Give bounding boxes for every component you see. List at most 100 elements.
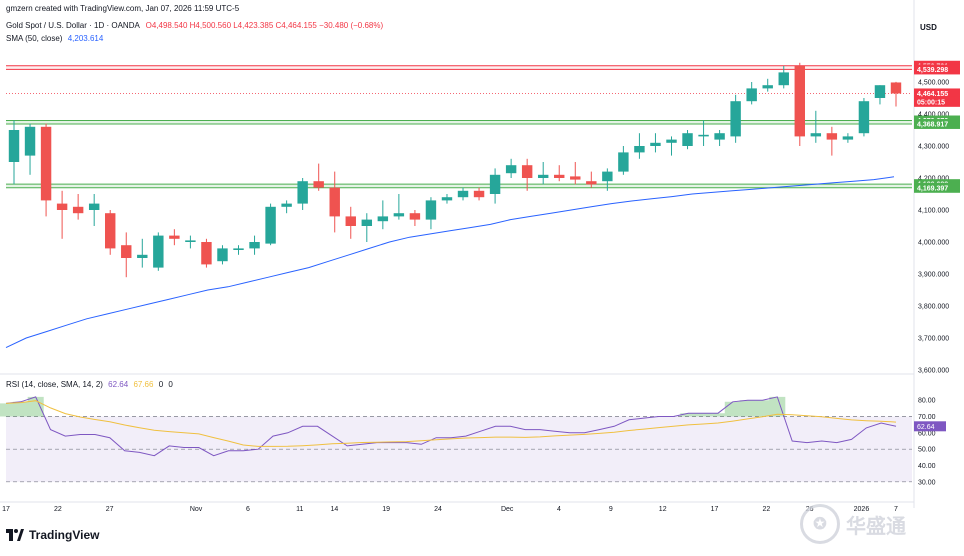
- price-axis-tag: [914, 118, 960, 129]
- price-tick-label: 4,500.000: [918, 80, 949, 87]
- candle-body: [858, 101, 870, 134]
- candle-body: [730, 101, 741, 137]
- rsi-tick-label: 80.00: [918, 398, 936, 405]
- candle-body: [794, 66, 805, 137]
- time-tick-label: 9: [609, 506, 613, 513]
- price-tick-label: 4,200.000: [918, 176, 949, 183]
- time-tick-label: 17: [2, 506, 10, 513]
- price-axis-tag-label: 4,368.917: [917, 121, 948, 128]
- symbol-title[interactable]: Gold Spot / U.S. Dollar · 1D · OANDA: [6, 21, 140, 30]
- price-tick-label: 3,900.000: [918, 272, 949, 279]
- price-axis-tag-label: 4,169.397: [917, 185, 948, 192]
- rsi-value-4: 0: [168, 380, 173, 389]
- sma-value: 4,203.614: [67, 34, 104, 43]
- candle-body: [842, 136, 854, 140]
- time-tick-label: Dec: [501, 506, 514, 513]
- rsi-value-tag-label: 62.64: [917, 424, 935, 431]
- candle-body: [537, 174, 549, 178]
- candle-body: [185, 240, 196, 242]
- rsi-overbought-fill: [0, 396, 786, 417]
- currency-label: USD: [920, 23, 937, 32]
- rsi-label: RSI (14, close, SMA, 14, 2): [6, 380, 103, 389]
- time-tick-label: 2026: [854, 506, 870, 513]
- price-tick-label: 3,700.000: [918, 336, 949, 343]
- support-zone-lower: [6, 184, 912, 188]
- watermark: ✪ 华盛通: [800, 498, 950, 550]
- candle-body: [698, 134, 709, 137]
- candle-body: [890, 82, 902, 94]
- candle-body: [682, 133, 693, 146]
- time-tick-label: 22: [54, 506, 62, 513]
- sma-legend[interactable]: SMA (50, close) 4,203.614: [6, 34, 103, 43]
- rsi-tick-label: 40.00: [918, 463, 936, 470]
- candle-body: [137, 254, 148, 258]
- candle-body: [554, 174, 565, 178]
- candle-body: [345, 216, 356, 226]
- candle-body: [826, 133, 838, 140]
- candle-body: [201, 242, 212, 265]
- time-tick-label: 22: [762, 506, 770, 513]
- candle-body: [72, 206, 84, 214]
- candle-body: [714, 133, 725, 140]
- support-zone-upper: [6, 120, 912, 124]
- time-tick-label: Nov: [190, 506, 203, 513]
- candle-body: [313, 181, 324, 188]
- created-by-text: gmzern created with TradingView.com, Jan…: [6, 4, 240, 13]
- tradingview-logo[interactable]: TradingView: [6, 528, 99, 542]
- price-axis-tag-label: 4,539.298: [917, 67, 948, 74]
- candle-body: [650, 142, 661, 146]
- candle-body: [281, 203, 292, 207]
- time-tick-label: 11: [296, 506, 303, 513]
- candle-body: [393, 213, 405, 217]
- candle-body: [105, 213, 116, 249]
- rsi-legend[interactable]: RSI (14, close, SMA, 14, 2) 62.64 67.66 …: [6, 380, 173, 389]
- price-tick-label: 3,600.000: [918, 368, 949, 375]
- time-tick-label: 19: [382, 506, 390, 513]
- price-tick-label: 4,300.000: [918, 144, 949, 151]
- resistance-zone: [6, 65, 912, 70]
- candle-body: [121, 245, 132, 258]
- candle-body: [505, 165, 517, 174]
- candle-body: [40, 126, 52, 201]
- candle-body: [233, 248, 244, 250]
- sma-line: [5, 176, 895, 349]
- price-axis-tag: [914, 64, 960, 75]
- sma-label: SMA (50, close): [6, 34, 63, 43]
- rsi-sma-value: 67.66: [133, 380, 154, 389]
- price-axis-tag-label: 05:00:15: [917, 99, 945, 106]
- ohlc-values: O4,498.540 H4,500.560 L4,423.385 C4,464.…: [145, 21, 384, 30]
- candle-body: [377, 216, 389, 222]
- candle-body: [874, 85, 886, 98]
- time-tick-label: 27: [106, 506, 114, 513]
- tradingview-icon: [6, 529, 24, 541]
- price-axis-tag: [914, 88, 960, 99]
- candle-body: [473, 190, 485, 198]
- rsi-tick-label: 30.00: [918, 479, 936, 486]
- candle-body: [489, 174, 501, 194]
- time-tick-label: 24: [434, 506, 442, 513]
- candle-body: [570, 176, 581, 180]
- time-tick-label: 6: [246, 506, 250, 513]
- candle-body: [409, 213, 421, 220]
- candle-body: [265, 206, 276, 244]
- rsi-value: 62.64: [108, 380, 129, 389]
- candle-body: [602, 171, 613, 182]
- candle-body: [217, 248, 228, 262]
- candle-body: [24, 126, 36, 156]
- candle-body: [169, 235, 180, 239]
- rsi-tick-label: 50.00: [918, 447, 936, 454]
- candle-body: [441, 197, 453, 201]
- candle-body: [249, 242, 260, 249]
- candle-body: [297, 181, 308, 204]
- price-tick-label: 3,800.000: [918, 304, 949, 311]
- candle-body: [56, 203, 68, 210]
- candle-body: [361, 219, 373, 226]
- price-axis-tag-label: 4,464.155: [917, 91, 948, 98]
- time-tick-label: 4: [557, 506, 561, 513]
- rsi-value-tag: [914, 421, 946, 432]
- candle-body: [153, 235, 164, 268]
- time-tick-label: 14: [330, 506, 338, 513]
- candle-body: [634, 146, 645, 153]
- candle-body: [778, 72, 789, 86]
